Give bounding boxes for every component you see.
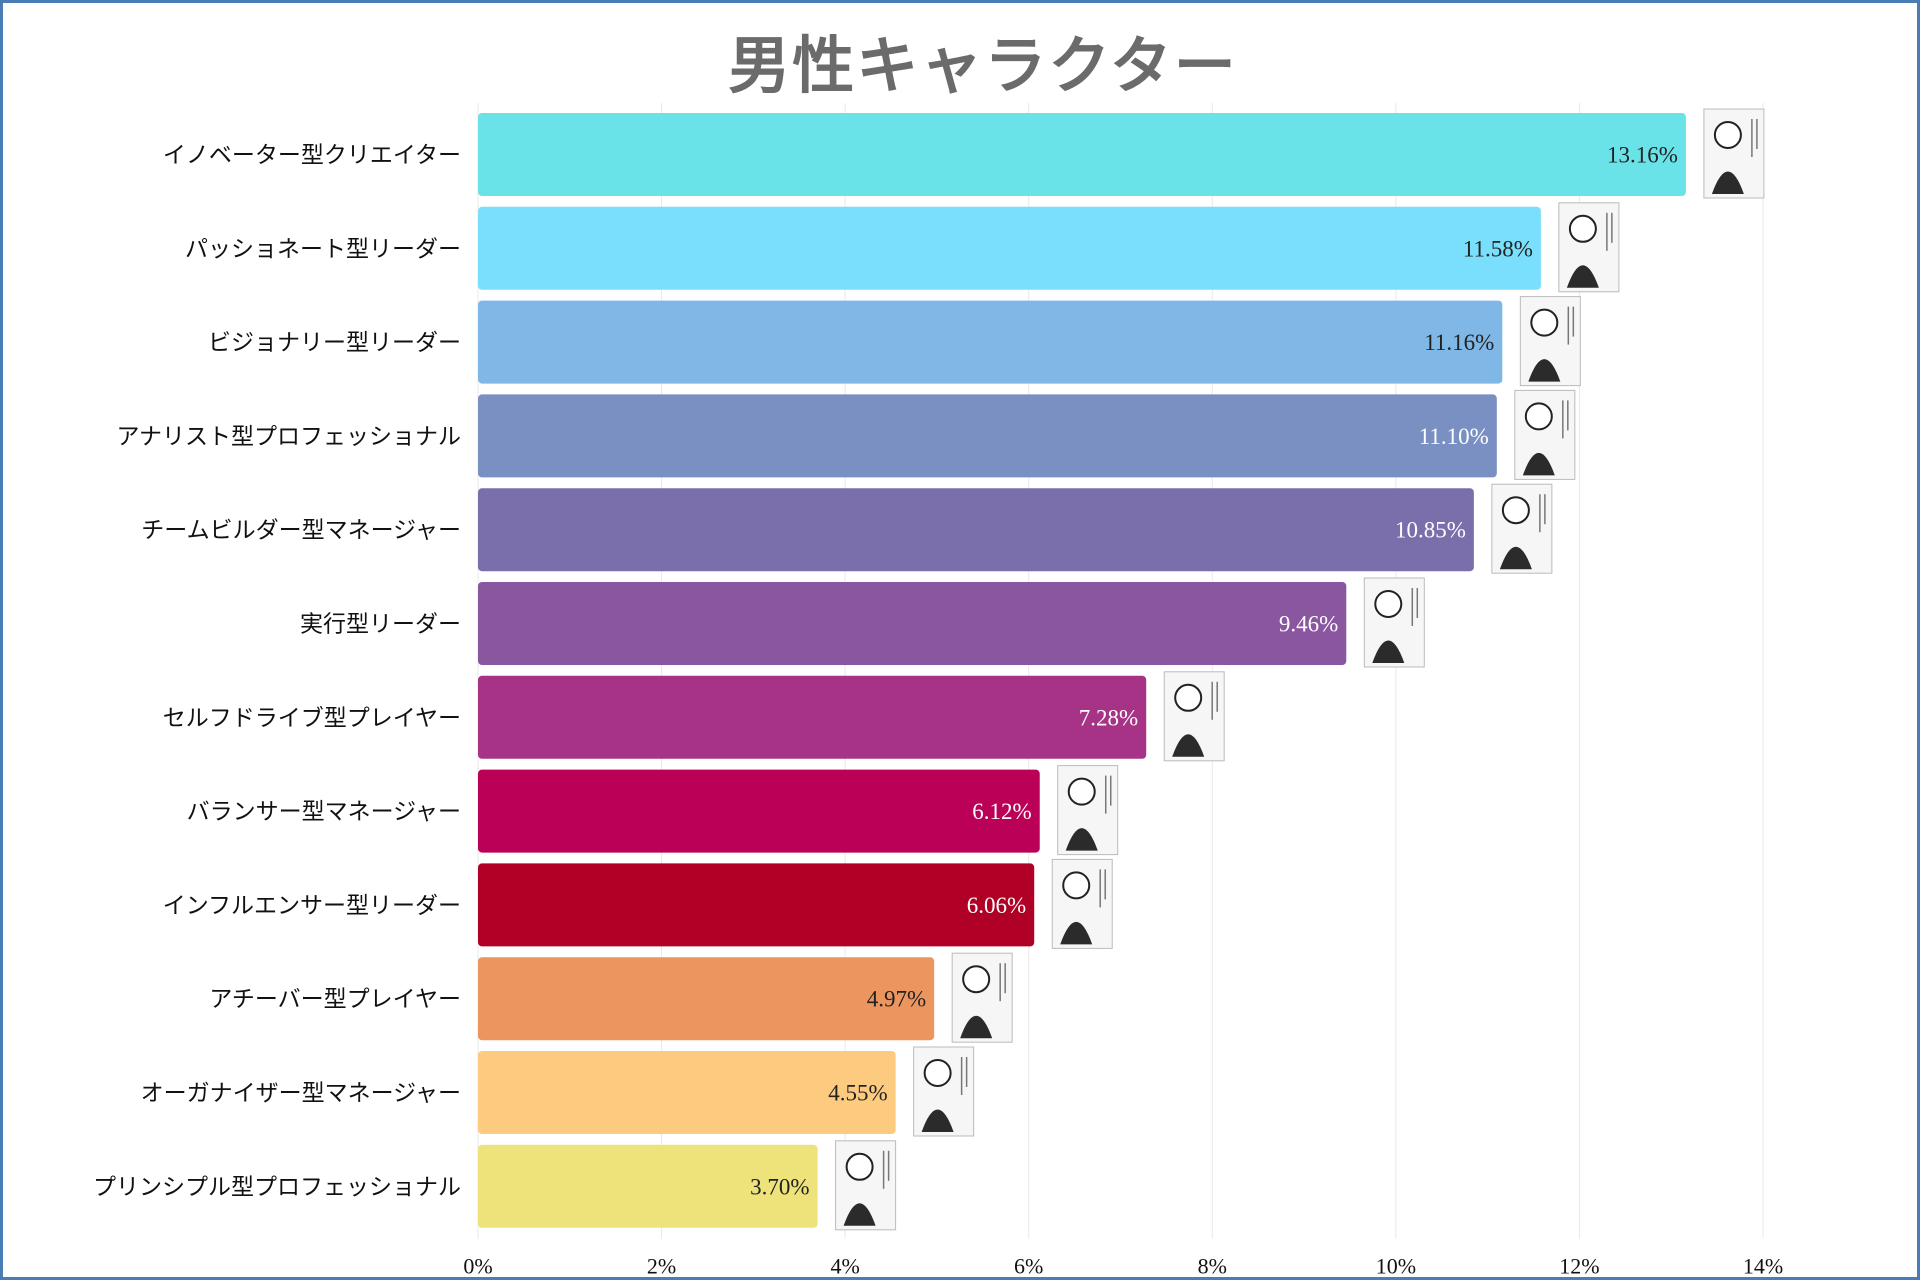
bar — [478, 300, 1503, 384]
bar — [478, 769, 1040, 853]
value-label: 11.58% — [1463, 236, 1533, 261]
bar — [478, 863, 1035, 947]
chart-title: 男性キャラクター — [728, 29, 1238, 102]
character-illustration — [835, 1140, 897, 1231]
character-illustration — [913, 1046, 975, 1137]
character-illustration — [1514, 389, 1576, 480]
x-tick-label: 10% — [1376, 1254, 1416, 1279]
value-label: 9.46% — [1279, 612, 1338, 637]
value-label: 3.70% — [750, 1174, 809, 1199]
x-tick-label: 2% — [647, 1254, 676, 1279]
value-label: 10.85% — [1395, 518, 1466, 543]
x-tick-label: 4% — [830, 1254, 859, 1279]
category-label: オーガナイザー型マネージャー — [141, 1081, 461, 1107]
character-illustration — [1057, 765, 1119, 856]
x-tick-label: 0% — [463, 1254, 492, 1279]
x-tick-label: 6% — [1014, 1254, 1043, 1279]
category-label: パッショネート型リーダー — [185, 236, 461, 262]
category-label: セルフドライブ型プレイヤー — [163, 705, 461, 731]
character-illustration — [1519, 296, 1581, 387]
bar — [478, 1051, 896, 1134]
value-label: 11.10% — [1419, 424, 1489, 449]
value-label: 4.97% — [867, 987, 926, 1012]
bar-chart: 0% 2% 4% 6% 8% 10% 12% 14% イノベーター型クリエイター 13.16% パッ… — [93, 103, 1783, 1279]
value-label: 6.12% — [972, 799, 1031, 824]
category-label: バランサー型マネージャー — [187, 799, 461, 825]
bar — [478, 675, 1147, 759]
category-label: アチーバー型プレイヤー — [209, 987, 461, 1013]
bar — [478, 582, 1347, 665]
category-label: アナリスト型プロフェッショナル — [116, 424, 461, 450]
value-label: 4.55% — [828, 1081, 887, 1106]
bar — [478, 488, 1474, 572]
character-illustration — [1558, 202, 1620, 293]
bar — [478, 113, 1686, 196]
bar — [478, 394, 1497, 478]
category-label: イノベーター型クリエイター — [163, 143, 461, 169]
bar — [478, 206, 1541, 290]
x-tick-label: 14% — [1743, 1254, 1783, 1279]
value-label: 11.16% — [1424, 330, 1494, 355]
character-illustration — [1703, 108, 1765, 199]
character-illustration — [1163, 671, 1225, 762]
value-label: 6.06% — [967, 893, 1026, 918]
bar — [478, 1144, 818, 1228]
bar — [478, 957, 935, 1041]
x-tick-label: 8% — [1198, 1254, 1227, 1279]
value-label: 7.28% — [1079, 705, 1138, 730]
character-illustration — [951, 952, 1013, 1043]
category-label: チームビルダー型マネージャー — [141, 518, 461, 544]
character-illustration — [1491, 483, 1553, 574]
character-illustration — [1051, 858, 1113, 949]
category-label: プリンシプル型プロフェッショナル — [93, 1174, 461, 1200]
category-label: ビジョナリー型リーダー — [208, 330, 461, 356]
x-tick-label: 12% — [1559, 1254, 1599, 1279]
character-illustration — [1363, 577, 1425, 668]
category-label: 実行型リーダー — [300, 612, 461, 638]
value-label: 13.16% — [1607, 143, 1678, 168]
category-label: インフルエンサー型リーダー — [163, 893, 461, 919]
